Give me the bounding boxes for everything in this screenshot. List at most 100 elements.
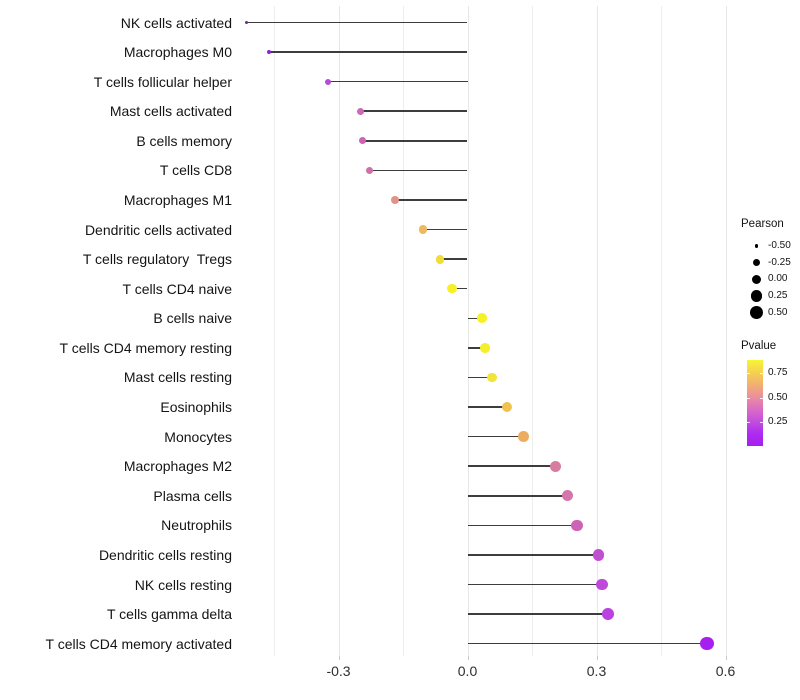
lollipop-stem [268, 51, 468, 53]
colorbar-tick-left [747, 397, 750, 399]
x-gridline-minor [661, 6, 662, 656]
colorbar-tick-right [760, 373, 763, 375]
lollipop-stem [467, 524, 578, 527]
lollipop-point [592, 549, 605, 561]
y-axis-category-label: Plasma cells [153, 487, 232, 504]
legend-pvalue-tick-label: 0.75 [768, 367, 788, 379]
x-gridline-major [725, 6, 727, 656]
y-axis-category-label: T cells CD8 [159, 162, 232, 179]
lollipop-point [391, 196, 400, 204]
pvalue-colorbar [747, 360, 763, 446]
y-axis-category-label: NK cells activated [120, 14, 232, 31]
x-axis-tick-label: 0.6 [715, 663, 736, 679]
colorbar-tick-left [747, 421, 750, 423]
x-axis-tick [467, 656, 469, 660]
legend-pvalue-tick-label: 0.50 [768, 391, 788, 403]
lollipop-stem [246, 21, 468, 24]
lollipop-stem [467, 642, 707, 645]
lollipop-stem [439, 258, 468, 260]
y-axis-category-label: NK cells resting [134, 576, 232, 593]
y-axis-category-label: Mast cells resting [123, 369, 232, 386]
x-gridline-major [467, 6, 469, 656]
lollipop-point [601, 608, 614, 620]
lollipop-stem [467, 435, 524, 438]
y-axis-category-label: Monocytes [164, 428, 232, 445]
lollipop-point [518, 431, 529, 442]
lollipop-point [324, 78, 331, 85]
y-axis-category-label: T cells CD4 naive [122, 280, 232, 297]
lollipop-point [244, 21, 248, 24]
legend-pvalue-title: Pvalue [741, 340, 777, 352]
lollipop-point [418, 225, 428, 234]
lollipop-stem [395, 199, 468, 201]
legend-size-dot [750, 306, 763, 320]
lollipop-stem [467, 583, 603, 586]
lollipop-point [435, 254, 445, 264]
y-axis-category-label: Dendritic cells activated [84, 221, 232, 238]
lollipop-point [266, 50, 271, 55]
x-gridline-minor [274, 6, 275, 656]
x-axis-tick-label: 0.0 [457, 663, 478, 679]
legend-size-label: -0.50 [768, 240, 791, 251]
lollipop-stem [369, 169, 468, 172]
lollipop-point [477, 313, 487, 324]
y-axis-category-label: Dendritic cells resting [98, 546, 232, 563]
y-axis-category-label: T cells follicular helper [93, 73, 232, 90]
x-gridline-major [596, 6, 598, 656]
x-gridline-minor [532, 6, 533, 656]
y-axis-category-label: B cells memory [136, 132, 232, 149]
lollipop-point [571, 519, 583, 532]
y-axis-category-label: T cells CD4 memory activated [45, 635, 232, 652]
lollipop-point [550, 460, 562, 472]
lollipop-point [486, 372, 497, 383]
y-axis-category-label: Macrophages M2 [123, 458, 232, 475]
lollipop-point [700, 637, 714, 651]
lollipop-stem [422, 228, 468, 231]
legend-pvalue-tick-label: 0.25 [768, 415, 788, 427]
lollipop-point [365, 166, 374, 175]
lollipop-stem [467, 495, 568, 497]
lollipop-point [501, 401, 513, 413]
lollipop-stem [467, 613, 608, 615]
lollipop-stem [452, 287, 468, 290]
y-axis-category-label: T cells gamma delta [106, 606, 232, 623]
x-axis-tick-label: -0.3 [326, 663, 351, 679]
legend-size-dot [750, 290, 763, 302]
lollipop-stem [362, 140, 468, 142]
lollipop-stem [327, 80, 468, 83]
x-gridline-minor [403, 6, 404, 656]
lollipop-stem [467, 554, 599, 556]
lollipop-point [479, 343, 490, 353]
x-axis-tick-label: 0.3 [586, 663, 607, 679]
colorbar-tick-right [760, 397, 763, 399]
lollipop-stem [467, 347, 485, 349]
lollipop-point [447, 284, 457, 294]
x-axis-tick [338, 656, 340, 660]
y-axis-category-label: B cells naive [153, 310, 232, 327]
y-axis-category-label: Mast cells activated [109, 103, 232, 120]
x-axis-tick [725, 656, 727, 660]
lollipop-stem [467, 406, 508, 408]
x-axis-tick [596, 656, 598, 660]
legend-size-label: 0.25 [768, 290, 788, 302]
lollipop-point [357, 107, 365, 115]
y-axis-category-label: Eosinophils [160, 399, 232, 416]
legend-size-dot [752, 259, 761, 267]
y-axis-category-label: Macrophages M1 [123, 191, 232, 208]
colorbar-tick-right [760, 421, 763, 423]
colorbar-tick-left [747, 373, 750, 375]
y-axis-category-label: T cells regulatory Tregs [82, 251, 232, 268]
lollipop-stem [360, 110, 468, 112]
legend-size-dot [754, 244, 759, 248]
lollipop-stem [467, 465, 556, 467]
legend-size-label: 0.50 [768, 306, 788, 318]
y-axis-category-label: Neutrophils [161, 517, 232, 534]
lollipop-stem [467, 317, 483, 320]
lollipop-point [561, 490, 573, 502]
y-axis-category-label: T cells CD4 memory resting [59, 339, 232, 356]
legend-pearson-title: Pearson [741, 218, 784, 230]
lollipop-point [596, 578, 608, 591]
y-axis-category-label: Macrophages M0 [123, 44, 232, 61]
legend-size-dot [751, 274, 762, 285]
